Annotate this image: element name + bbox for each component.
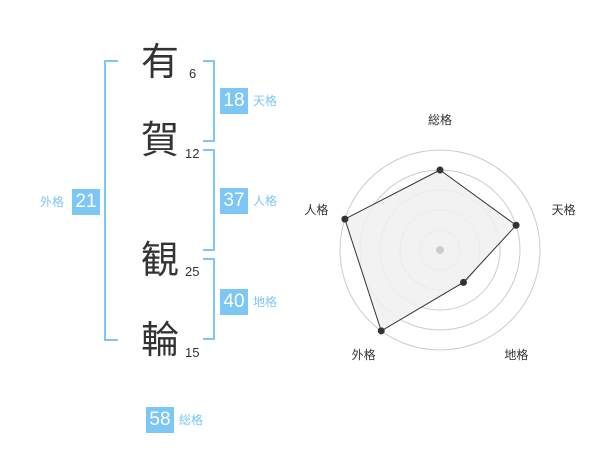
chikaku-bracket [203,258,215,340]
gaikaku-value: 21 [72,189,100,215]
tenkaku-label: 天格 [253,94,278,108]
radar-axis-label: 地格 [504,347,528,362]
name-char-2: 賀 [140,118,179,162]
radar-axis-label: 天格 [552,202,576,217]
name-char-3: 観 [140,238,179,282]
jinkaku-label: 人格 [253,194,278,208]
name-char-4: 輪 [140,318,179,362]
soukaku-label: 総格 [179,413,204,427]
soukaku-value: 58 [146,407,174,433]
stroke-count-4: 15 [185,345,200,360]
tenkaku-bracket [203,60,215,142]
stroke-count-1: 6 [189,66,197,81]
tenkaku-value: 18 [220,88,248,114]
radar-center [436,246,444,254]
gaikaku-bracket [104,60,118,341]
radar-area [344,169,517,332]
radar-axis-label: 人格 [304,202,328,217]
jinkaku-bracket [203,149,215,251]
radar-axis-label: 外格 [352,347,376,362]
radar-point-人格 [341,215,349,223]
radar-point-総格 [436,166,444,174]
chikaku-value: 40 [220,289,248,315]
radar-point-天格 [512,221,520,229]
name-char-1: 有 [140,40,179,84]
radar-axis-label: 総格 [428,112,452,127]
radar-point-外格 [377,327,385,335]
stroke-count-3: 25 [185,264,200,279]
radar-point-地格 [460,278,468,286]
chikaku-label: 地格 [253,295,278,309]
jinkaku-value: 37 [220,188,248,214]
stroke-count-2: 12 [185,146,200,161]
gaikaku-label: 外格 [40,195,65,209]
